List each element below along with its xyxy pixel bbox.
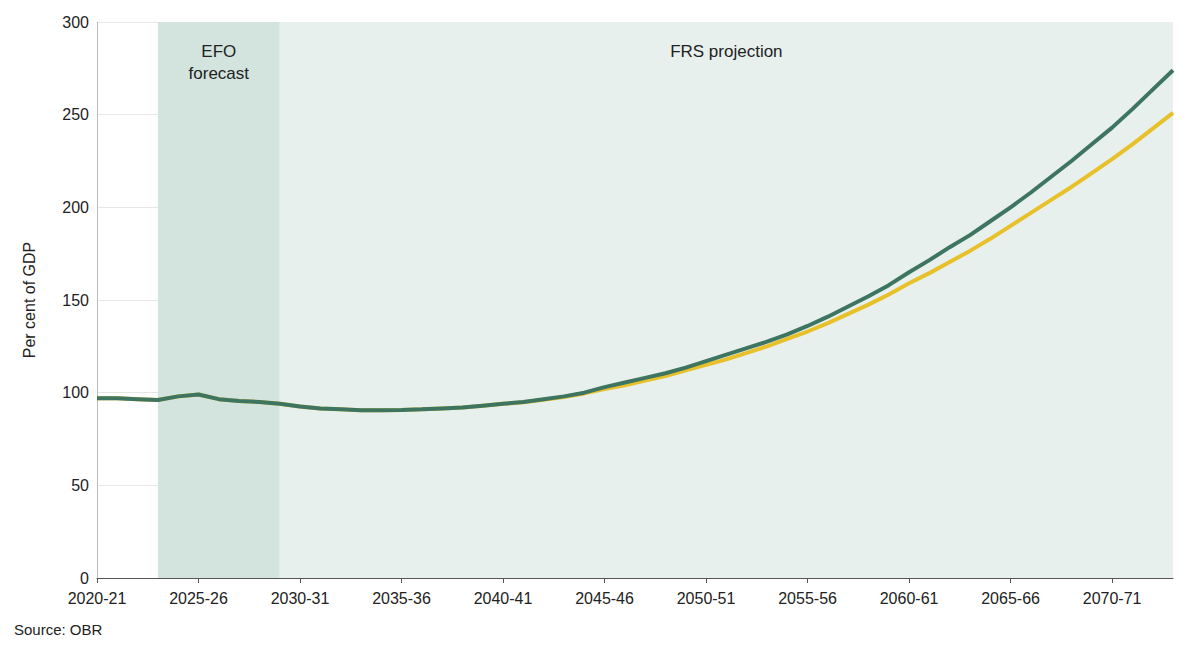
svg-text:2030-31: 2030-31 (271, 590, 330, 607)
svg-text:forecast: forecast (189, 64, 250, 83)
svg-text:2035-36: 2035-36 (372, 590, 431, 607)
svg-text:150: 150 (62, 292, 89, 309)
svg-text:2065-66: 2065-66 (981, 590, 1040, 607)
svg-text:2070-71: 2070-71 (1083, 590, 1142, 607)
svg-text:2020-21: 2020-21 (68, 590, 127, 607)
svg-text:100: 100 (62, 384, 89, 401)
svg-text:2025-26: 2025-26 (169, 590, 228, 607)
svg-text:2060-61: 2060-61 (880, 590, 939, 607)
svg-text:250: 250 (62, 106, 89, 123)
svg-text:2040-41: 2040-41 (474, 590, 533, 607)
svg-text:200: 200 (62, 199, 89, 216)
svg-text:Per cent of GDP: Per cent of GDP (21, 242, 38, 359)
svg-text:0: 0 (80, 570, 89, 587)
svg-text:2045-46: 2045-46 (575, 590, 634, 607)
svg-text:FRS projection: FRS projection (670, 42, 782, 61)
svg-text:50: 50 (71, 477, 89, 494)
svg-text:2050-51: 2050-51 (677, 590, 736, 607)
svg-text:EFO: EFO (201, 42, 236, 61)
svg-text:300: 300 (62, 14, 89, 31)
svg-text:2055-56: 2055-56 (778, 590, 837, 607)
svg-text:Source: OBR: Source: OBR (14, 621, 103, 638)
